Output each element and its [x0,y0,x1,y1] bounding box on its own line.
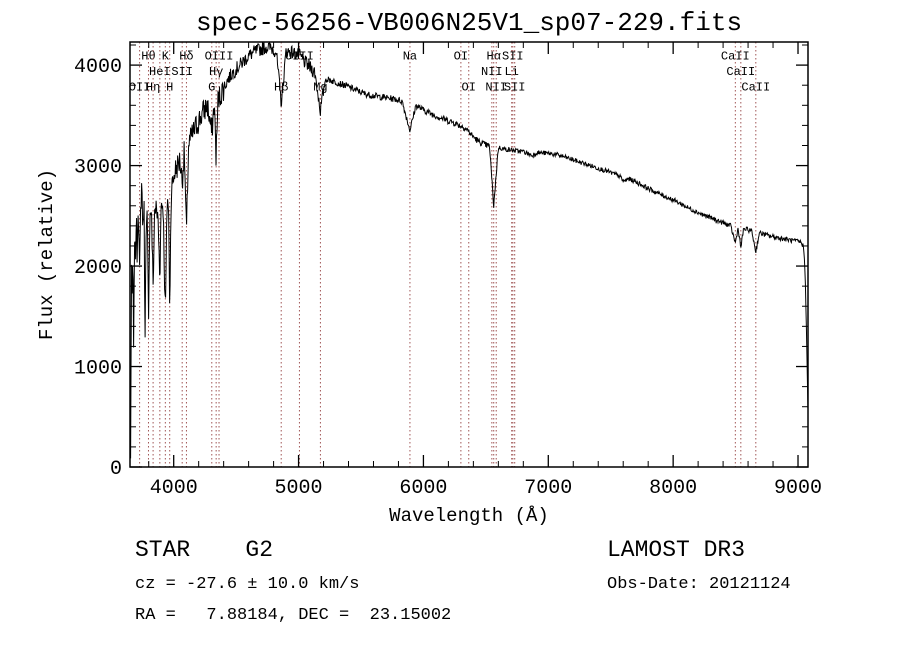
x-tick-label: 7000 [524,477,572,500]
obs-date-value: Obs-Date: 20121124 [607,575,791,594]
coordinates-value: RA = 7.88184, DEC = 23.15002 [135,606,452,625]
spectral-line-label: G [208,81,215,95]
object-type-label: STAR G2 [135,537,274,563]
y-tick-label: 1000 [74,358,122,381]
spectral-line-label: SII [502,50,524,64]
x-tick-label: 5000 [275,477,323,500]
spectral-line-label: SII [504,81,526,95]
cz-value: cz = -27.6 ± 10.0 km/s [135,575,360,594]
spectral-line-label: Hη [146,81,160,95]
spectral-line-label: Hα [487,50,501,64]
spectral-line-label: Hδ [179,50,193,64]
survey-label: LAMOST DR3 [607,537,746,563]
spectrum-trace [130,42,809,459]
spectral-line-label: Mg [313,81,327,95]
spectral-line-label: SII [171,65,193,79]
x-tick-label: 6000 [399,477,447,500]
spectral-line-label: OI [462,81,476,95]
y-tick-label: 2000 [74,257,122,280]
spectral-line-label: H [166,81,173,95]
spectral-line-label: Li [504,65,518,79]
spectral-line-label: CaII [726,65,755,79]
spectral-line-label: Na [403,50,417,64]
spectral-line-label: HeI [149,65,171,79]
x-tick-label: 4000 [150,477,198,500]
spectral-line-label: Hγ [209,65,223,79]
plot-box [129,41,809,468]
x-axis-label: Wavelength (Å) [389,505,549,527]
spectral-line-label: NII [485,81,507,95]
spectral-line-label: CaII [721,50,750,64]
spectral-line-label: NII [481,65,503,79]
spectral-line-label: OII [129,81,151,95]
x-tick-label: 9000 [774,477,822,500]
y-tick-label: 0 [110,458,122,481]
y-axis-label: Flux (relative) [36,169,58,340]
spectral-line-label: OI [454,50,468,64]
spectral-line-label: K [162,50,170,64]
y-tick-label: 3000 [74,157,122,180]
spectral-line-label: OIII [205,50,234,64]
spectral-line-label: Hβ [274,81,288,95]
x-tick-label: 8000 [649,477,697,500]
spectral-line-label: CaII [741,81,770,95]
plot-title: spec-56256-VB006N25V1_sp07-229.fits [195,8,743,38]
spectral-line-label: Hθ [141,50,155,64]
y-tick-label: 4000 [74,56,122,79]
